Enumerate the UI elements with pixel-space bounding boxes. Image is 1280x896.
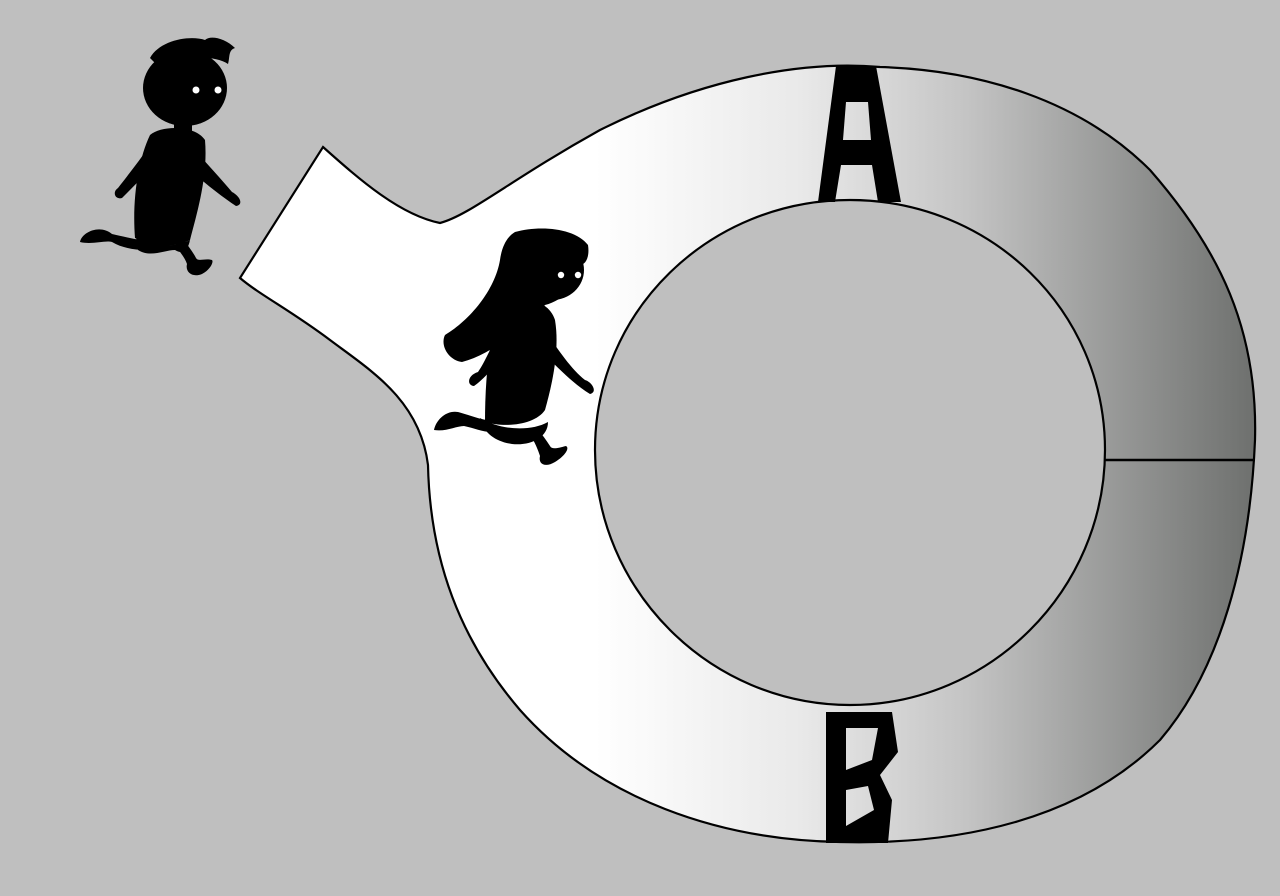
running-boy-icon <box>80 37 241 276</box>
marker-b: B <box>826 712 898 843</box>
marker-b-glyph <box>826 712 898 843</box>
track-ring <box>238 64 1257 844</box>
marker-a: A <box>818 66 901 202</box>
running-girl-icon <box>434 228 594 465</box>
